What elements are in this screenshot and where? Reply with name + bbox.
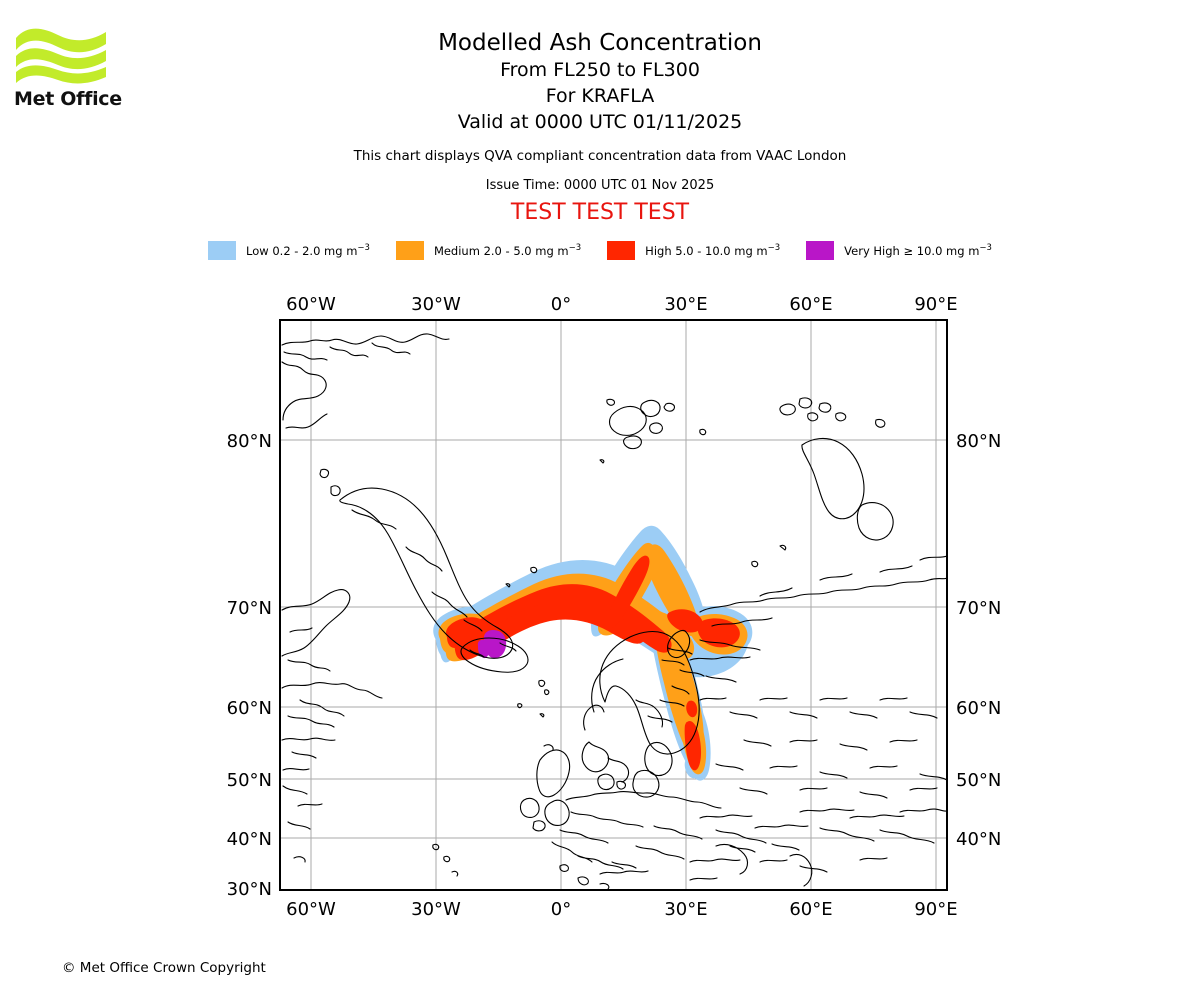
lat-tick-right-40n: 40°N [956, 829, 1001, 850]
flight-level-subtitle: From FL250 to FL300 [500, 59, 700, 81]
page-title: Modelled Ash Concentration [438, 30, 762, 56]
lon-tick-bottom-0: 0° [551, 899, 571, 920]
ash-contour-very-high [477, 630, 507, 659]
lon-tick-bottom-60e: 60°E [789, 899, 832, 920]
test-banner: TEST TEST TEST [510, 200, 690, 225]
lon-tick-top-0: 0° [551, 294, 571, 315]
concentration-legend: Low 0.2 - 2.0 mg m−3 Medium 2.0 - 5.0 mg… [0, 241, 1200, 260]
lat-tick-left-50n: 50°N [227, 770, 272, 791]
legend-item-medium: Medium 2.0 - 5.0 mg m−3 [395, 241, 582, 260]
volcano-subtitle: For KRAFLA [545, 85, 655, 107]
met-office-logo: Met Office [14, 26, 124, 116]
lat-tick-right-80n: 80°N [956, 431, 1001, 452]
legend-swatch-medium [395, 241, 424, 260]
lon-tick-top-30w: 30°W [411, 294, 461, 315]
legend-label-medium: Medium 2.0 - 5.0 mg m−3 [433, 243, 582, 258]
lat-axis-left: 80°N 70°N 60°N 50°N 40°N 30°N [227, 431, 272, 900]
copyright-notice: © Met Office Crown Copyright [62, 960, 266, 976]
map-background [280, 320, 947, 890]
lon-axis-bottom: 60°W 30°W 0° 30°E 60°E 90°E [286, 899, 957, 920]
met-office-logo-text: Met Office [14, 88, 122, 110]
chart-note: This chart displays QVA compliant concen… [353, 148, 847, 164]
ash-contour-medium [438, 542, 748, 775]
valid-time-subtitle: Valid at 0000 UTC 01/11/2025 [457, 111, 743, 133]
title-block: Modelled Ash Concentration From FL250 to… [0, 0, 1200, 226]
lat-axis-right: 80°N 70°N 60°N 50°N 40°N [956, 431, 1001, 850]
legend-label-high: High 5.0 - 10.0 mg m−3 [645, 243, 781, 258]
lon-axis-top: 60°W 30°W 0° 30°E 60°E 90°E [286, 294, 957, 315]
map-graticule [280, 320, 947, 890]
met-office-logo-waves [16, 28, 106, 84]
ash-plume-contours [281, 333, 947, 890]
legend-item-low: Low 0.2 - 2.0 mg m−3 [208, 241, 370, 260]
legend-swatch-low [208, 241, 237, 260]
ash-contour-high [446, 555, 740, 771]
lat-tick-left-80n: 80°N [227, 431, 272, 452]
ash-contour-low [433, 525, 753, 781]
legend-swatch-high [607, 241, 636, 260]
legend-item-high: High 5.0 - 10.0 mg m−3 [607, 241, 780, 260]
lat-tick-left-40n: 40°N [227, 829, 272, 850]
lat-tick-left-60n: 60°N [227, 698, 272, 719]
lat-tick-right-60n: 60°N [956, 698, 1001, 719]
lon-tick-bottom-60w: 60°W [286, 899, 336, 920]
legend-swatch-very-high [806, 241, 835, 260]
issue-time: Issue Time: 0000 UTC 01 Nov 2025 [485, 178, 715, 193]
lat-tick-left-30n: 30°N [227, 879, 272, 900]
map-coastlines [281, 333, 947, 890]
lon-tick-top-90e: 90°E [914, 294, 957, 315]
lon-tick-top-60w: 60°W [286, 294, 336, 315]
legend-item-very-high: Very High ≥ 10.0 mg m−3 [806, 241, 992, 260]
lon-tick-bottom-30w: 30°W [411, 899, 461, 920]
lon-tick-bottom-90e: 90°E [914, 899, 957, 920]
legend-label-very-high: Very High ≥ 10.0 mg m−3 [844, 243, 992, 258]
lon-tick-top-60e: 60°E [789, 294, 832, 315]
lon-tick-top-30e: 30°E [664, 294, 707, 315]
lon-tick-bottom-30e: 30°E [664, 899, 707, 920]
lat-tick-right-50n: 50°N [956, 770, 1001, 791]
map-frame [279, 319, 948, 891]
lat-tick-left-70n: 70°N [227, 598, 272, 619]
legend-label-low: Low 0.2 - 2.0 mg m−3 [246, 243, 370, 258]
lat-tick-right-70n: 70°N [956, 598, 1001, 619]
